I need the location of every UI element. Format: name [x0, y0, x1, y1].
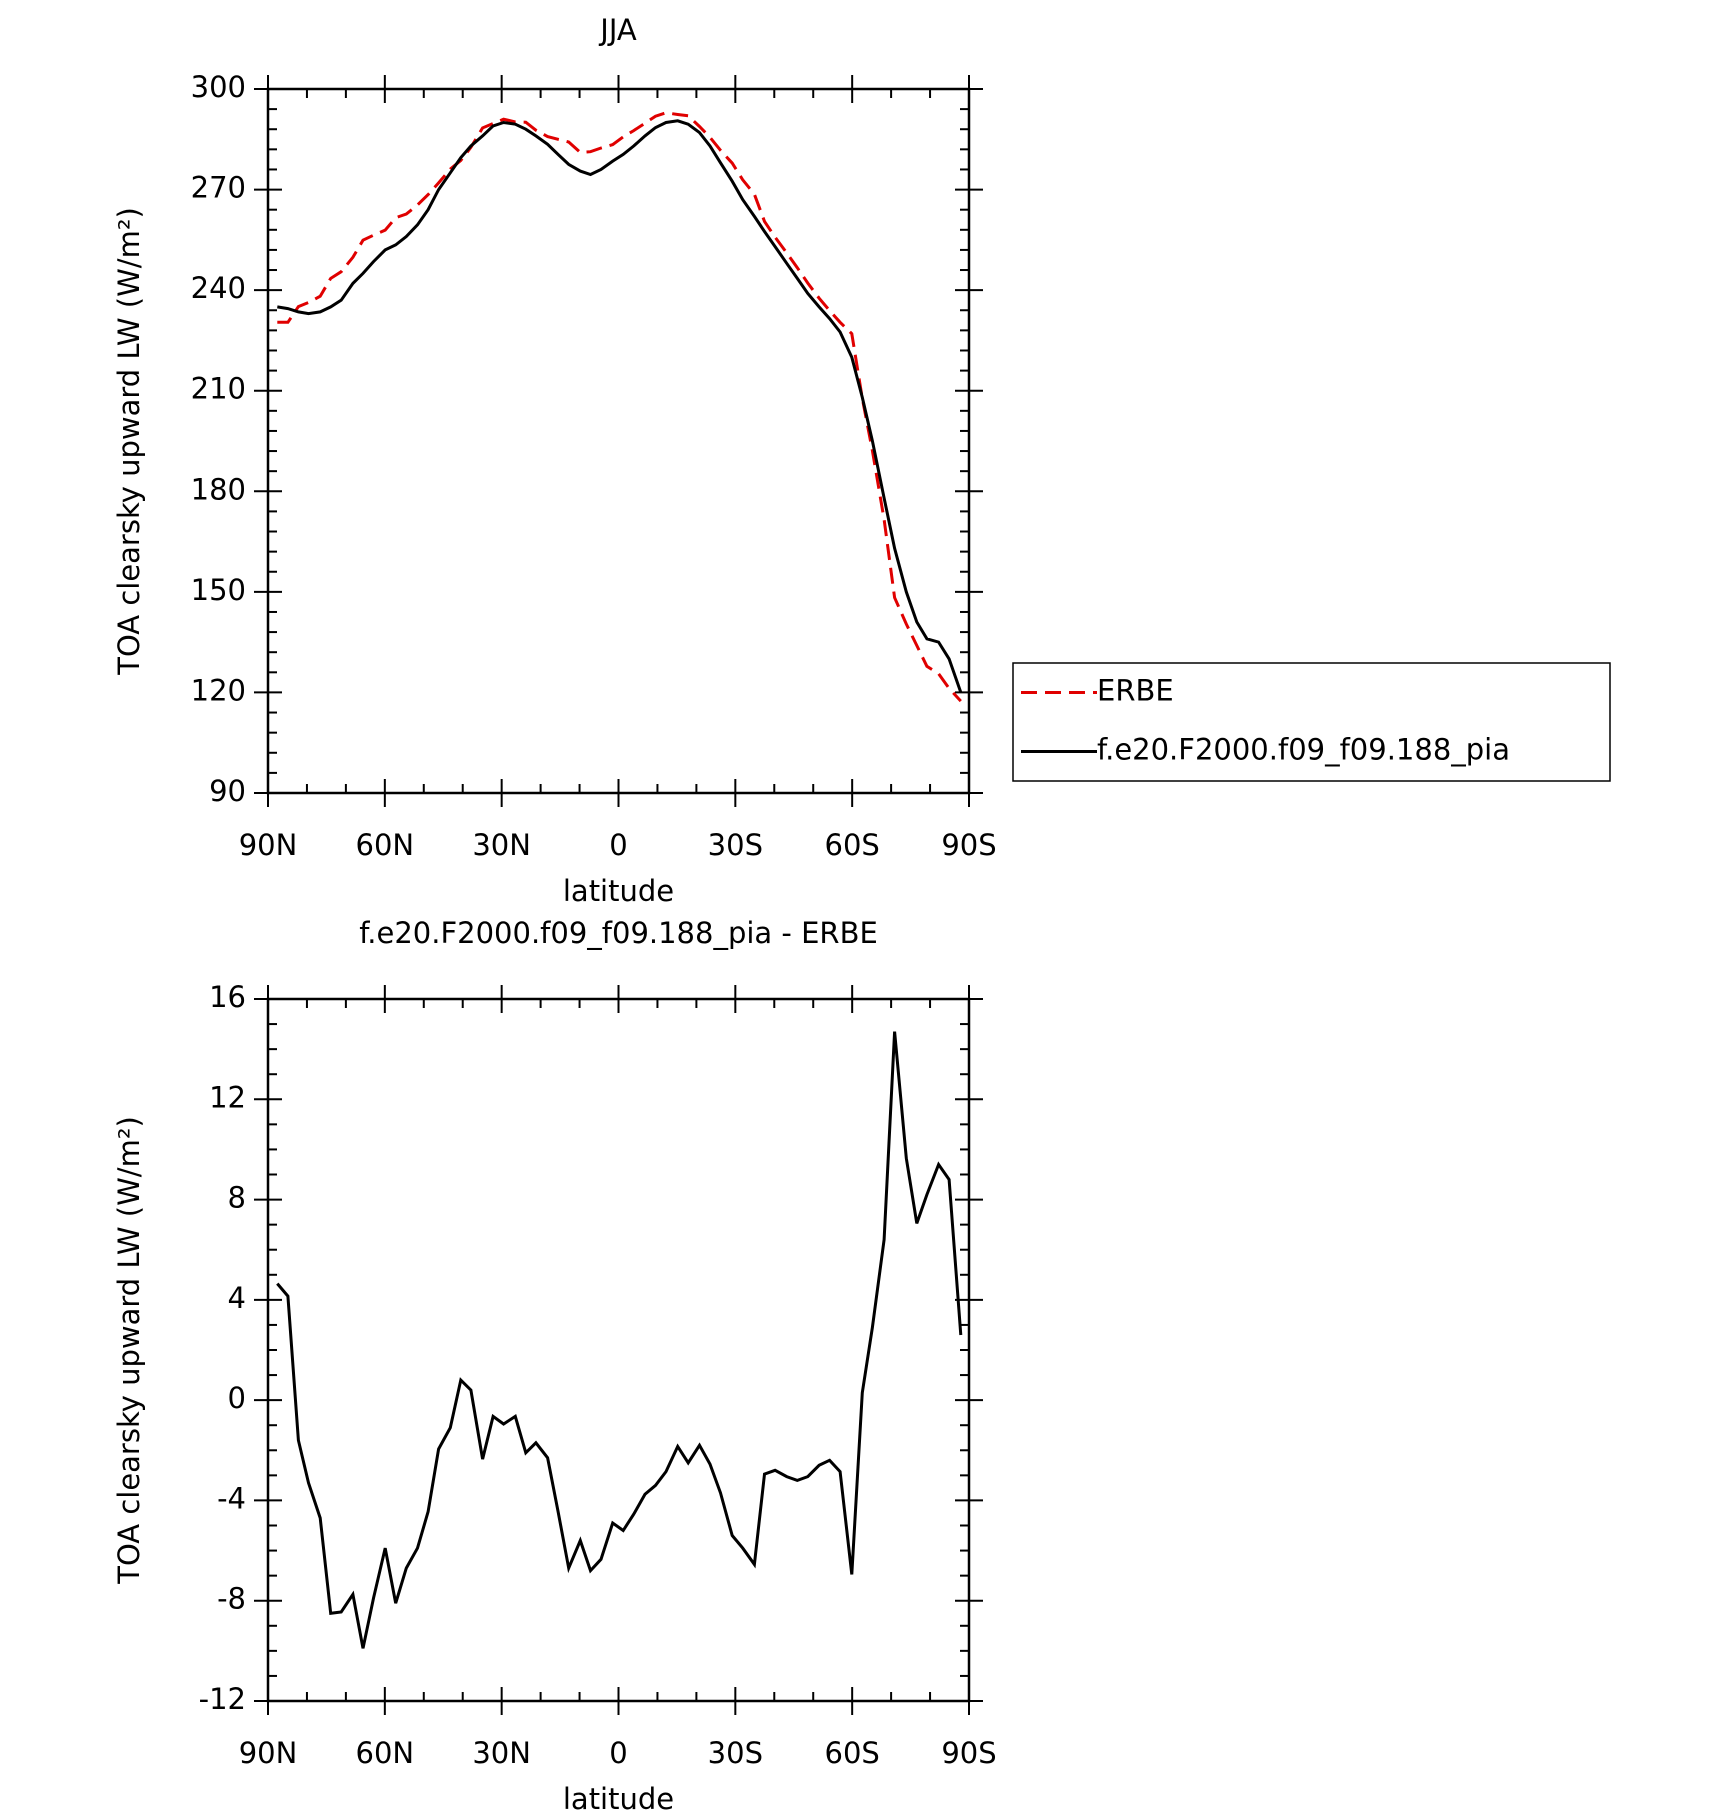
- legend-box: [1012, 662, 1611, 782]
- plot-frame: [266, 997, 971, 1703]
- y-tick-label: 180: [191, 472, 246, 506]
- y-tick-label: 12: [209, 1080, 246, 1114]
- y-axis-label: TOA clearsky upward LW (W/m²): [112, 207, 146, 676]
- x-tick-label: 0: [609, 1736, 627, 1770]
- y-tick-label: 150: [191, 573, 246, 607]
- chart-title: f.e20.F2000.f09_f09.188_pia - ERBE: [359, 916, 878, 950]
- x-axis-label: latitude: [563, 1782, 674, 1811]
- plot-frame: [266, 87, 971, 795]
- x-tick-label: 30N: [472, 1736, 531, 1770]
- x-tick-label: 30N: [472, 828, 531, 862]
- x-tick-label: 90S: [941, 1736, 996, 1770]
- y-tick-label: 16: [209, 980, 246, 1014]
- y-tick-label: 240: [191, 271, 246, 305]
- x-tick-label: 90N: [239, 828, 298, 862]
- x-tick-label: 60N: [356, 1736, 415, 1770]
- x-tick-label: 30S: [708, 828, 763, 862]
- y-tick-label: 0: [228, 1381, 246, 1415]
- y-tick-label: 8: [228, 1181, 246, 1215]
- y-tick-label: -4: [217, 1481, 246, 1515]
- y-tick-label: 300: [191, 70, 246, 104]
- x-axis-label: latitude: [563, 874, 674, 908]
- x-tick-label: 90N: [239, 1736, 298, 1770]
- y-tick-label: 4: [228, 1281, 246, 1315]
- y-tick-label: -8: [217, 1582, 246, 1616]
- y-tick-label: 270: [191, 171, 246, 205]
- y-tick-label: 210: [191, 372, 246, 406]
- legend-label: f.e20.F2000.f09_f09.188_pia: [1097, 733, 1510, 767]
- x-tick-label: 60N: [356, 828, 415, 862]
- chart-title: JJA: [598, 13, 637, 47]
- x-tick-label: 30S: [708, 1736, 763, 1770]
- x-tick-label: 90S: [941, 828, 996, 862]
- x-tick-label: 60S: [825, 828, 880, 862]
- x-tick-label: 60S: [825, 1736, 880, 1770]
- y-tick-label: -12: [199, 1682, 246, 1716]
- series-line: [276, 1031, 963, 1649]
- series-line: [277, 111, 962, 703]
- y-axis-label: TOA clearsky upward LW (W/m²): [112, 1116, 146, 1585]
- y-tick-label: 120: [191, 673, 246, 707]
- y-tick-label: 90: [209, 774, 246, 808]
- series-line: [277, 119, 963, 693]
- x-tick-label: 0: [609, 828, 627, 862]
- legend-label: ERBE: [1097, 674, 1174, 708]
